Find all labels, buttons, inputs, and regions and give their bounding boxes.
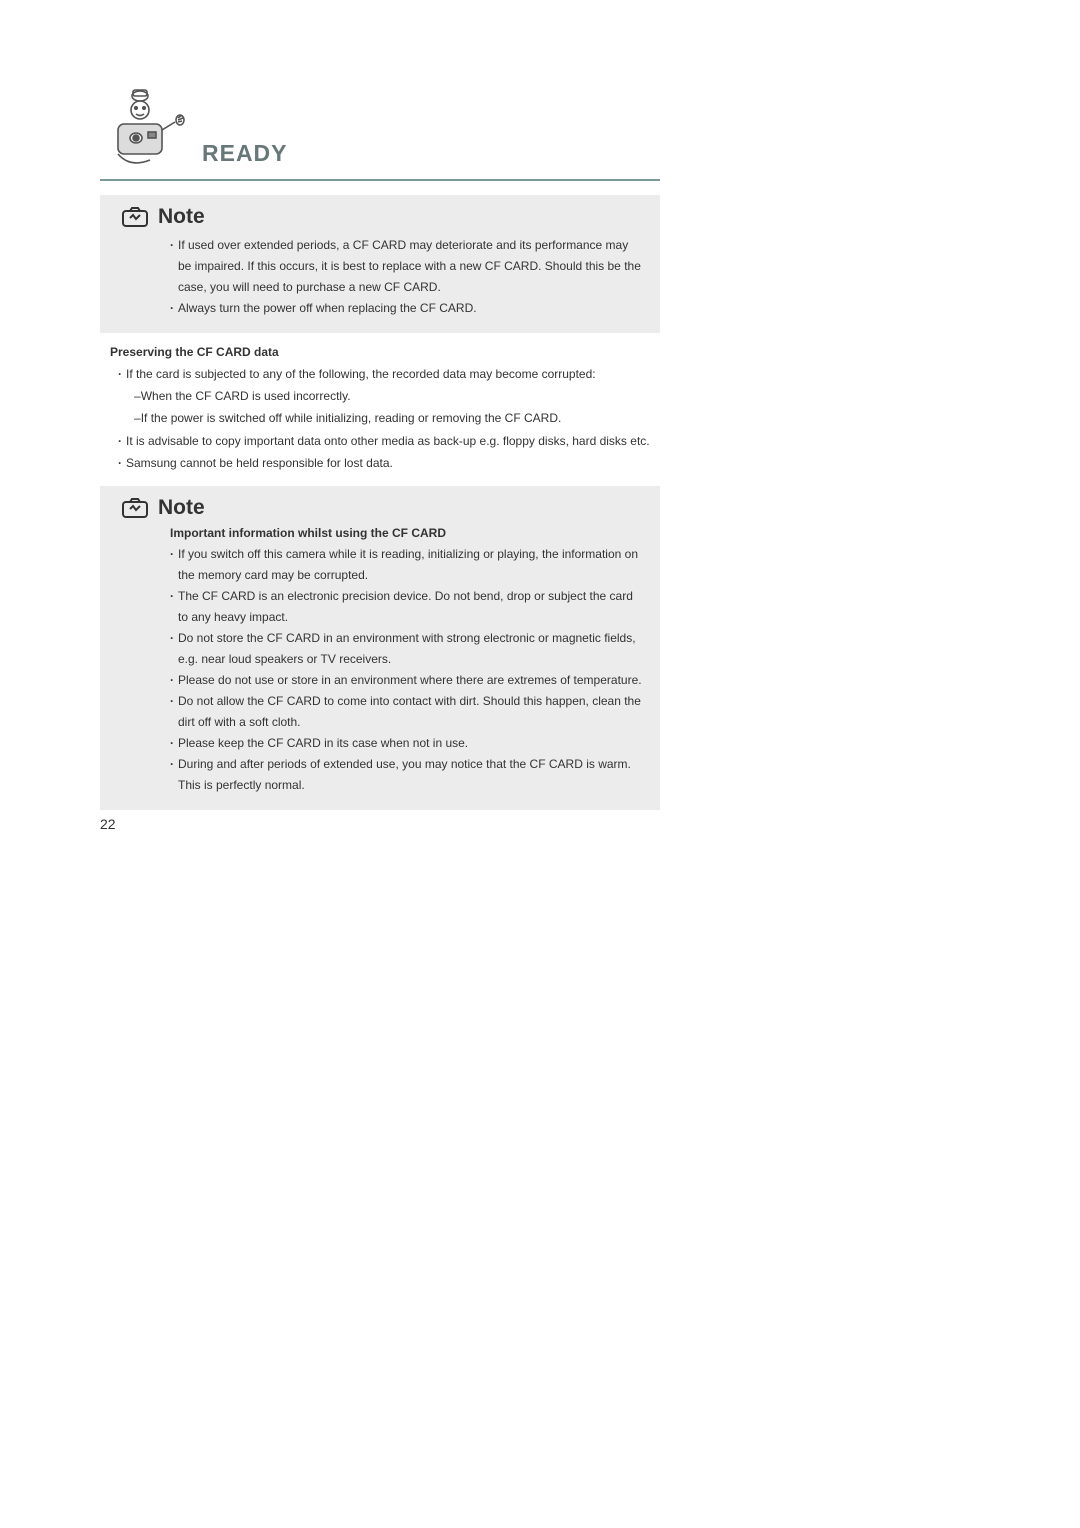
note2-bullets: If you switch off this camera while it i… — [170, 544, 642, 796]
preserve-bullets: If the card is subjected to any of the f… — [118, 363, 660, 474]
preserve-heading: Preserving the CF CARD data — [110, 345, 660, 359]
camera-icon — [122, 206, 148, 228]
note2-item: Please do not use or store in an environ… — [170, 670, 642, 691]
preserve-item: If the card is subjected to any of the f… — [118, 363, 660, 385]
note-box-2: Note Important information whilst using … — [100, 486, 660, 810]
note2-item: Do not allow the CF CARD to come into co… — [170, 691, 642, 733]
note-label-2: Note — [158, 496, 205, 520]
preserve-item: Samsung cannot be held responsible for l… — [118, 452, 660, 474]
preserve-subitem: –If the power is switched off while init… — [118, 407, 660, 429]
note2-item: If you switch off this camera while it i… — [170, 544, 642, 586]
camera-icon — [122, 497, 148, 519]
header-row: READY — [100, 80, 660, 181]
note1-item: If used over extended periods, a CF CARD… — [170, 235, 642, 298]
page-number: 22 — [100, 816, 116, 832]
note-header-1: Note — [122, 205, 642, 229]
note-label-1: Note — [158, 205, 205, 229]
note1-item: Always turn the power off when replacing… — [170, 298, 642, 319]
preserve-item: It is advisable to copy important data o… — [118, 430, 660, 452]
note-box-1: Note If used over extended periods, a CF… — [100, 195, 660, 333]
note2-item: Do not store the CF CARD in an environme… — [170, 628, 642, 670]
preserve-subitem: –When the CF CARD is used incorrectly. — [118, 385, 660, 407]
preserve-subitem-text: If the power is switched off while initi… — [141, 411, 562, 425]
note2-heading: Important information whilst using the C… — [170, 526, 642, 540]
note1-bullets: If used over extended periods, a CF CARD… — [170, 235, 642, 319]
section-title: READY — [202, 140, 288, 175]
preserve-subitem-text: When the CF CARD is used incorrectly. — [141, 389, 351, 403]
page-content: READY Note If used over extended periods… — [100, 80, 660, 822]
note-header-2: Note — [122, 496, 642, 520]
mascot-icon — [100, 80, 190, 175]
note2-item: Please keep the CF CARD in its case when… — [170, 733, 642, 754]
note2-item: During and after periods of extended use… — [170, 754, 642, 796]
note2-item: The CF CARD is an electronic precision d… — [170, 586, 642, 628]
